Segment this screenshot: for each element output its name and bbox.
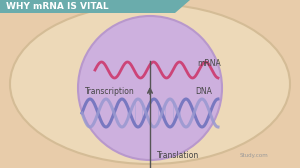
Bar	[0, 0, 175, 13]
Text: Study.com: Study.com	[240, 153, 269, 158]
Polygon shape	[175, 0, 190, 13]
Text: WHY mRNA IS VITAL: WHY mRNA IS VITAL	[6, 2, 109, 11]
Ellipse shape	[10, 4, 290, 164]
Text: Transcription: Transcription	[85, 88, 135, 96]
Text: mRNA: mRNA	[197, 59, 221, 69]
Text: DNA: DNA	[195, 88, 212, 96]
Text: Translation: Translation	[157, 151, 199, 160]
Circle shape	[78, 16, 222, 160]
